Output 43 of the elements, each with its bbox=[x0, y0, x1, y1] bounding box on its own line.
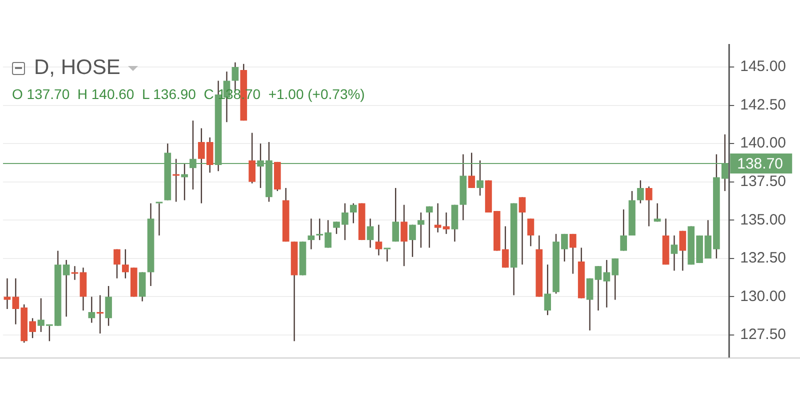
candlestick bbox=[350, 202, 357, 224]
candlestick bbox=[442, 212, 450, 235]
candlestick bbox=[637, 180, 644, 204]
candlestick bbox=[679, 230, 686, 272]
candlestick bbox=[586, 278, 594, 332]
candlestick bbox=[527, 218, 534, 247]
candlestick bbox=[544, 264, 552, 316]
y-tick-label: 132.50 bbox=[740, 250, 786, 267]
candlestick bbox=[620, 208, 627, 252]
candlestick bbox=[570, 233, 576, 274]
ref-line-label: 138.70 bbox=[737, 156, 784, 173]
candlestick bbox=[654, 202, 661, 222]
candlestick bbox=[375, 224, 382, 256]
candlestick bbox=[384, 248, 391, 262]
y-tick-label: 142.50 bbox=[740, 96, 786, 114]
candlestick bbox=[468, 152, 476, 189]
candlestick bbox=[392, 187, 400, 242]
candlestick bbox=[88, 296, 96, 324]
text: D, HOSE bbox=[34, 56, 120, 80]
candlestick bbox=[418, 212, 424, 248]
candlestick bbox=[156, 202, 163, 236]
y-tick-label: 137.50 bbox=[740, 172, 786, 190]
y-tick-label: 130.00 bbox=[740, 288, 786, 305]
candlestick bbox=[518, 196, 526, 266]
candlestick bbox=[248, 132, 256, 184]
y-tick-label: 145.00 bbox=[740, 58, 786, 76]
y-tick-label: 135.00 bbox=[740, 211, 786, 228]
candlestick bbox=[96, 294, 104, 334]
candlestick bbox=[400, 204, 408, 267]
candlestick bbox=[114, 248, 120, 279]
candlestick bbox=[366, 218, 374, 248]
candlestick bbox=[172, 158, 180, 202]
candlestick bbox=[409, 224, 416, 258]
y-tick-label: 140.00 bbox=[740, 134, 786, 152]
candlestick bbox=[308, 218, 315, 250]
candlestick bbox=[594, 266, 602, 312]
y-tick-label: 127.50 bbox=[740, 326, 786, 344]
candlestick bbox=[71, 266, 78, 280]
candlestick bbox=[105, 285, 112, 326]
candlestick bbox=[645, 186, 652, 227]
candlestick bbox=[434, 202, 442, 233]
candlestick bbox=[426, 206, 433, 248]
candlestick bbox=[670, 234, 678, 272]
